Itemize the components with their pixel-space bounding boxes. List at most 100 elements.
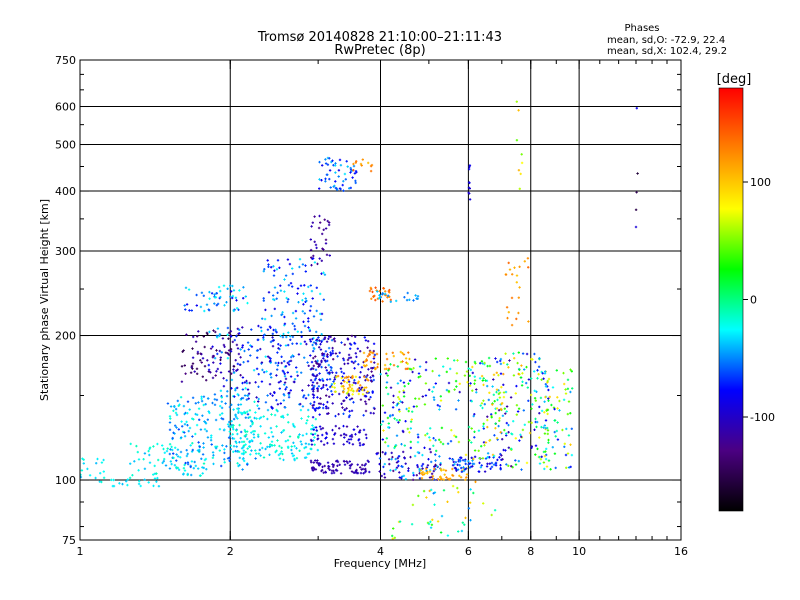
data-point: [520, 364, 522, 367]
data-point: [349, 398, 351, 401]
data-point: [197, 352, 199, 355]
data-point: [385, 372, 387, 375]
data-point: [323, 383, 324, 387]
data-point: [518, 372, 519, 376]
data-point: [321, 352, 323, 355]
data-point: [292, 322, 294, 325]
data-point: [353, 164, 355, 168]
data-point: [238, 441, 240, 444]
data-point: [419, 477, 421, 480]
data-point: [255, 457, 257, 460]
data-point: [350, 389, 352, 392]
data-point: [257, 433, 259, 436]
data-point: [343, 412, 344, 415]
data-point: [313, 403, 315, 407]
data-point: [512, 420, 514, 423]
data-point: [214, 403, 216, 406]
data-point: [320, 343, 321, 346]
data-point: [355, 170, 357, 173]
data-point: [101, 461, 103, 464]
data-point: [310, 284, 312, 287]
data-point: [103, 476, 105, 479]
data-point: [265, 401, 267, 404]
data-point: [465, 462, 467, 466]
data-point: [440, 462, 442, 465]
data-point: [552, 446, 554, 449]
data-point: [516, 100, 518, 103]
data-point: [558, 399, 560, 403]
data-point: [548, 377, 550, 381]
data-point: [321, 259, 323, 262]
data-point: [388, 367, 390, 371]
data-point: [417, 465, 419, 469]
data-point: [325, 242, 327, 245]
data-point: [344, 463, 346, 466]
data-point: [355, 433, 356, 436]
data-point: [366, 374, 368, 377]
data-point: [479, 457, 481, 460]
data-point: [397, 460, 399, 463]
data-point: [395, 468, 397, 471]
data-point: [318, 378, 320, 381]
data-point: [386, 357, 388, 361]
data-point: [352, 443, 354, 446]
data-point: [171, 462, 173, 466]
data-point: [425, 467, 427, 470]
data-point: [432, 475, 434, 478]
data-point: [521, 436, 523, 439]
data-point: [568, 400, 570, 403]
data-point: [357, 347, 359, 350]
data-point: [247, 447, 249, 450]
data-point: [203, 466, 205, 470]
data-point: [347, 390, 349, 394]
data-point: [339, 158, 341, 162]
data-point: [372, 367, 373, 370]
data-point: [496, 390, 497, 394]
data-point: [511, 273, 513, 276]
data-point: [341, 341, 342, 344]
data-point: [422, 473, 424, 476]
data-point: [251, 423, 253, 426]
data-point: [319, 160, 320, 164]
data-point: [196, 304, 198, 307]
data-point: [291, 342, 293, 345]
data-point: [518, 407, 520, 410]
data-point: [321, 340, 322, 343]
data-point: [340, 472, 342, 475]
data-point: [339, 463, 341, 466]
data-point: [505, 434, 507, 437]
stats-line-o: mean, sd,O: -72.9, 22.4: [607, 35, 725, 46]
data-point: [504, 449, 506, 452]
data-point: [295, 317, 297, 320]
data-point: [352, 374, 354, 378]
data-point: [336, 469, 338, 472]
data-point: [258, 397, 260, 401]
data-point: [236, 432, 238, 436]
data-point: [214, 393, 216, 396]
data-point: [303, 394, 305, 397]
data-point: [334, 378, 336, 381]
data-point: [346, 425, 348, 428]
data-point: [278, 266, 280, 269]
data-point: [237, 347, 239, 350]
data-point: [365, 402, 367, 406]
data-point: [526, 365, 527, 369]
y-tick-label: 100: [55, 474, 76, 487]
data-point: [459, 460, 461, 463]
data-point: [184, 412, 185, 416]
data-point: [223, 451, 225, 455]
data-point: [439, 467, 441, 470]
data-point: [396, 418, 398, 422]
data-point: [244, 434, 246, 438]
data-point: [313, 364, 315, 368]
data-point: [316, 286, 318, 289]
data-point: [362, 393, 364, 396]
data-point: [316, 246, 318, 250]
data-point: [283, 324, 285, 327]
data-point: [191, 367, 193, 370]
data-point: [282, 416, 284, 419]
data-point: [346, 160, 348, 163]
data-point: [349, 435, 351, 438]
data-point: [436, 464, 438, 468]
data-point: [329, 378, 331, 381]
